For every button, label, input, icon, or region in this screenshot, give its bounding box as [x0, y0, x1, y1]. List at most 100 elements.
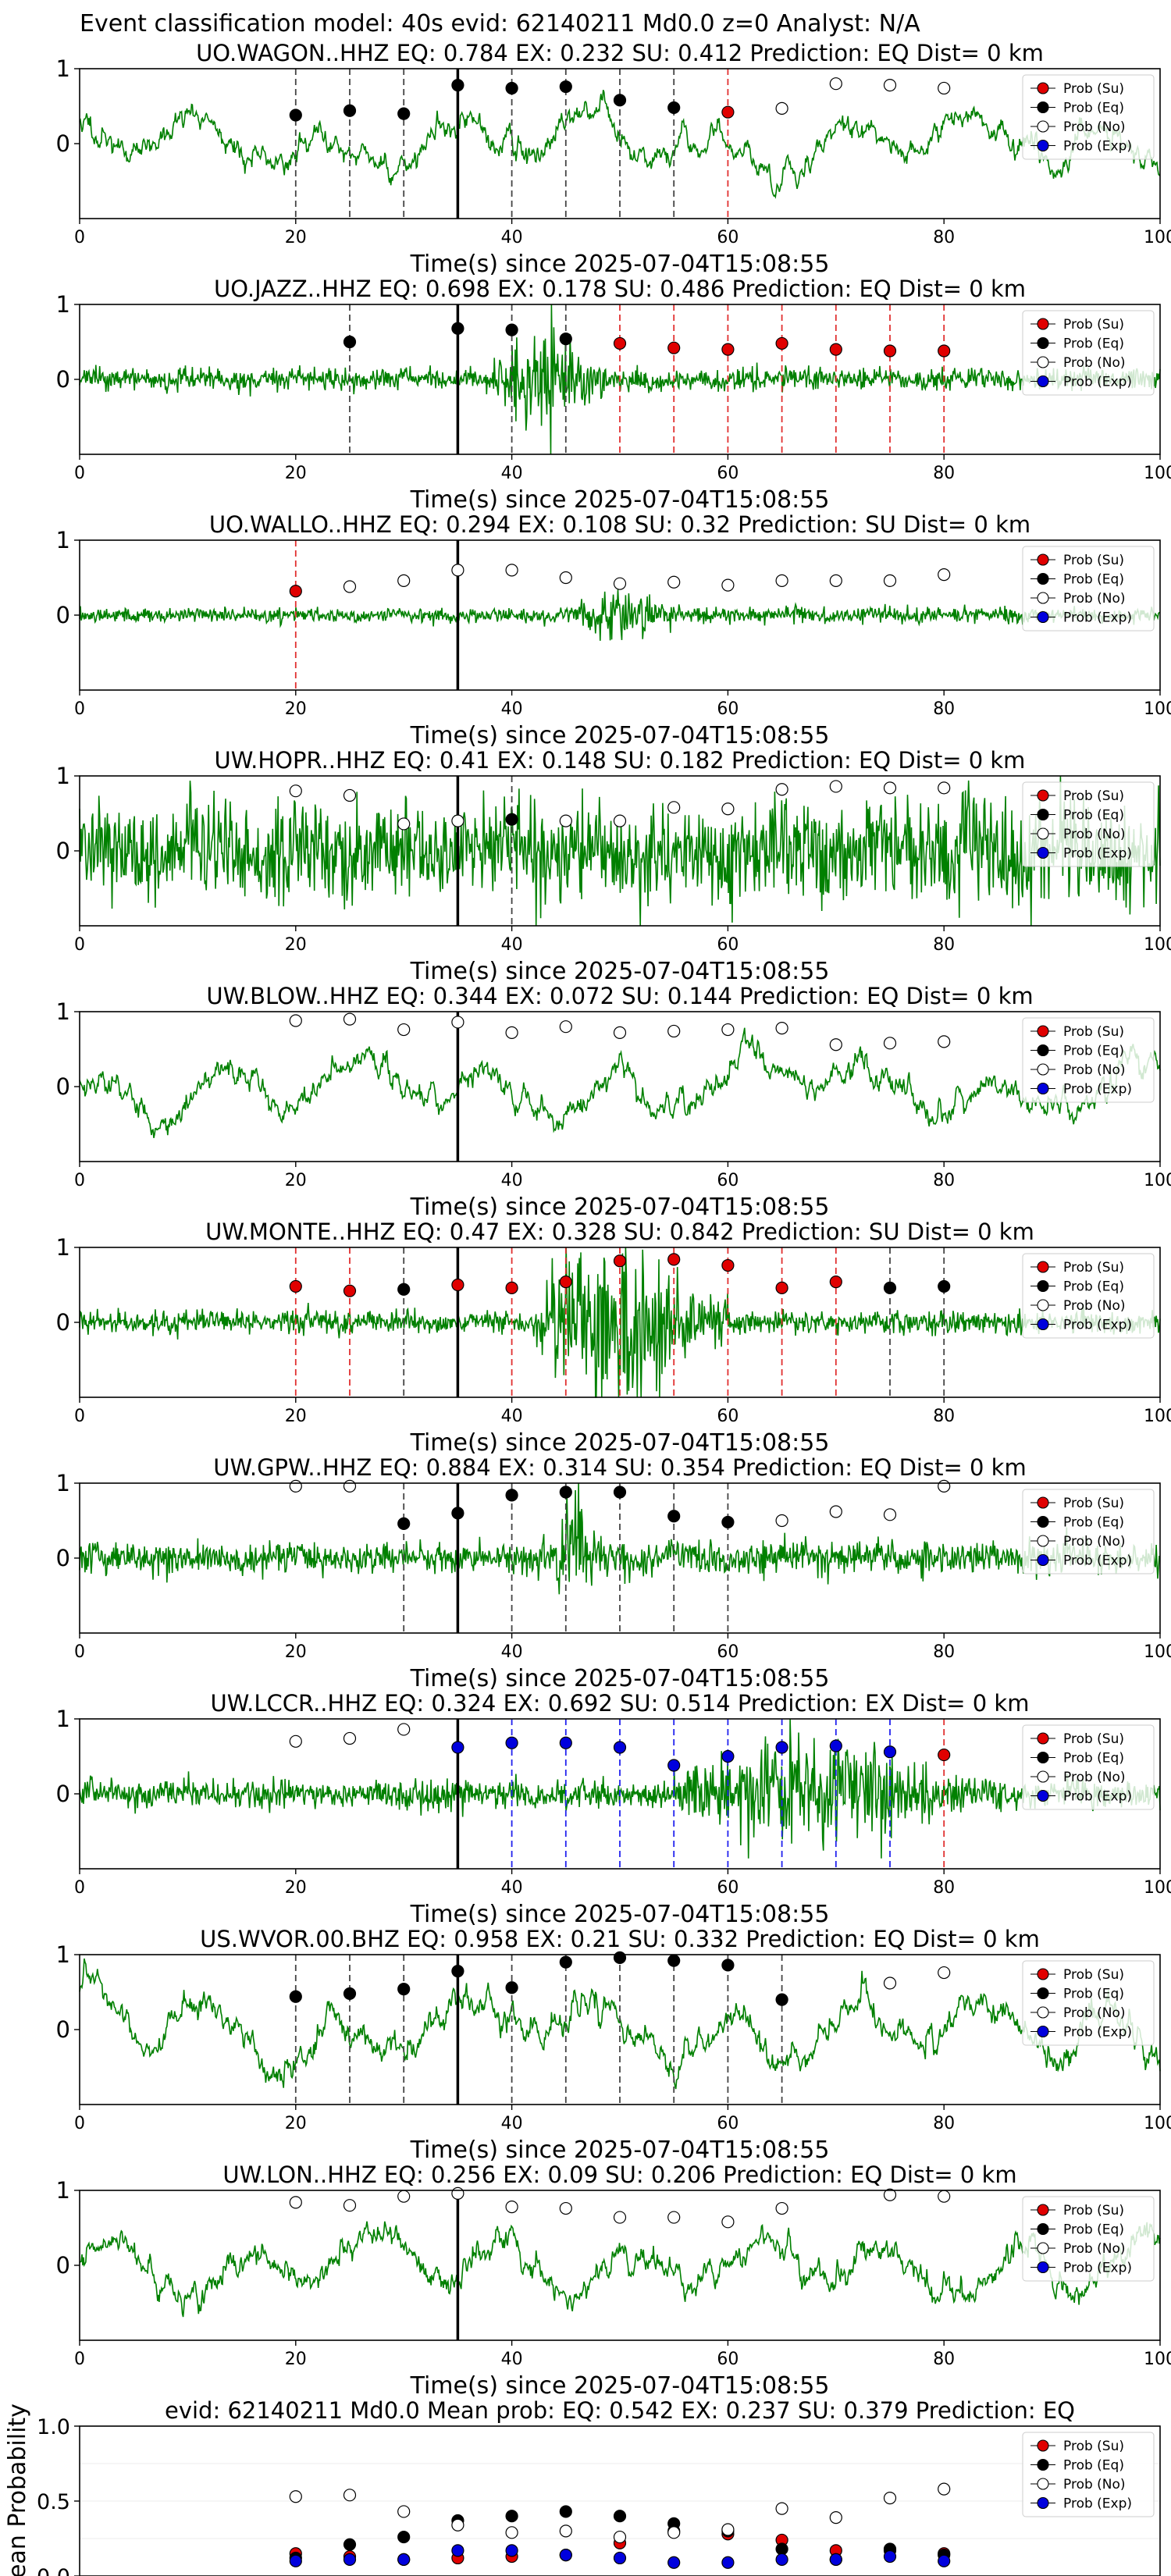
- legend-marker-su: [1037, 553, 1049, 566]
- prob-point-no: [451, 564, 464, 577]
- prob-point-no: [938, 568, 951, 582]
- prob-point-su: [613, 1254, 627, 1268]
- prob-point-eq: [451, 1507, 464, 1520]
- prob-point-eq: [343, 2538, 357, 2551]
- legend-label: Prob (No): [1063, 827, 1126, 842]
- x-tick-label: 80: [933, 1878, 955, 1898]
- prob-point-exp: [721, 2556, 735, 2569]
- y-tick-label: 0: [56, 130, 70, 157]
- x-tick-label: 60: [717, 1878, 739, 1898]
- prob-point-eq: [559, 333, 572, 346]
- y-tick-label: 1: [56, 527, 70, 553]
- legend-label: Prob (Exp): [1063, 375, 1132, 390]
- panel-4: UW.HOPR..HHZ EQ: 0.41 EX: 0.148 SU: 0.18…: [56, 747, 1171, 985]
- prob-point-eq: [505, 1981, 518, 1994]
- x-tick-label: 60: [717, 464, 739, 483]
- prob-point-no: [938, 1966, 951, 1980]
- legend-marker-eq: [1037, 336, 1049, 350]
- prob-point-no: [775, 2201, 788, 2215]
- legend: Prob (Su) Prob (Eq) Prob (No) Prob (Exp): [1022, 1489, 1155, 1574]
- legend-marker-no: [1037, 1535, 1049, 1547]
- legend-label: Prob (No): [1063, 591, 1126, 607]
- prob-point-no: [775, 783, 788, 796]
- prob-point-no: [397, 817, 411, 831]
- x-tick-label: 20: [285, 1642, 307, 1662]
- panel-5: UW.BLOW..HHZ EQ: 0.344 EX: 0.072 SU: 0.1…: [56, 983, 1171, 1221]
- prob-point-su: [829, 1276, 842, 1289]
- legend-label: Prob (No): [1063, 2005, 1126, 2021]
- x-tick-label: 100: [1144, 228, 1171, 247]
- prob-point-no: [289, 1014, 302, 1027]
- prob-point-no: [289, 2490, 302, 2503]
- legend: Prob (Su) Prob (Eq) Prob (No) Prob (Exp): [1022, 2196, 1155, 2282]
- legend-label: Prob (Su): [1063, 553, 1124, 568]
- legend-label: Prob (Exp): [1063, 1082, 1132, 1098]
- prob-point-su: [938, 344, 951, 358]
- legend-marker-eq: [1037, 1751, 1049, 1764]
- x-tick-label: 100: [1144, 699, 1171, 719]
- x-tick-label: 80: [933, 1642, 955, 1662]
- prob-point-eq: [613, 94, 627, 107]
- prob-point-exp: [505, 2544, 518, 2557]
- prob-point-no: [505, 564, 518, 577]
- legend-label: Prob (Su): [1063, 81, 1124, 97]
- prob-point-exp: [721, 1749, 735, 1763]
- y-tick-label: 1: [56, 763, 70, 789]
- legend-label: Prob (Eq): [1063, 1515, 1124, 1531]
- panel-11: evid: 62140211 Md0.0 Mean prob: EQ: 0.54…: [4, 2397, 1161, 2576]
- prob-point-su: [289, 585, 302, 598]
- legend-marker-exp: [1037, 2025, 1049, 2038]
- x-tick-label: 100: [1144, 1407, 1171, 1426]
- legend-label: Prob (No): [1063, 1298, 1126, 1314]
- panel-title: UW.BLOW..HHZ EQ: 0.344 EX: 0.072 SU: 0.1…: [206, 983, 1033, 1009]
- legend-label: Prob (Exp): [1063, 610, 1132, 626]
- prob-point-eq: [613, 1485, 627, 1499]
- y-tick-label: 1: [56, 291, 70, 318]
- legend-label: Prob (Su): [1063, 317, 1124, 333]
- prob-point-no: [667, 2211, 681, 2224]
- waveform-trace: [79, 775, 1161, 927]
- legend-box: [1022, 1017, 1155, 1103]
- prob-point-exp: [938, 2554, 951, 2567]
- prob-point-no: [397, 1723, 411, 1736]
- prob-point-no: [721, 2215, 735, 2229]
- panel-2: UO.JAZZ..HHZ EQ: 0.698 EX: 0.178 SU: 0.4…: [56, 276, 1171, 514]
- prob-point-su: [829, 343, 842, 356]
- figure-suptitle: Event classification model: 40s evid: 62…: [80, 10, 920, 37]
- x-tick-label: 100: [1144, 2350, 1171, 2369]
- x-axis-label: Time(s) since 2025-07-04T15:08:55: [410, 1429, 830, 1457]
- prob-point-eq: [343, 104, 357, 117]
- legend-marker-eq: [1037, 1044, 1049, 1057]
- prob-point-no: [505, 2526, 518, 2539]
- legend-label: Prob (Eq): [1063, 336, 1124, 352]
- legend-marker-su: [1037, 1968, 1049, 1980]
- y-tick-label: 0: [56, 1073, 70, 1100]
- x-tick-label: 0: [74, 2350, 85, 2369]
- legend-label: Prob (Su): [1063, 1260, 1124, 1276]
- prob-point-no: [938, 1479, 951, 1493]
- prob-point-no: [505, 1026, 518, 1039]
- y-tick-label: 1: [56, 1706, 70, 1732]
- x-tick-label: 20: [285, 2350, 307, 2369]
- prob-point-eq: [397, 107, 411, 120]
- prob-point-no: [829, 780, 842, 793]
- legend-label: Prob (Su): [1063, 2203, 1124, 2218]
- legend-marker-exp: [1037, 2496, 1049, 2510]
- prob-point-exp: [667, 2556, 681, 2569]
- x-tick-label: 60: [717, 1642, 739, 1662]
- prob-point-exp: [829, 2553, 842, 2566]
- x-axis-label: Time(s) since 2025-07-04T15:08:55: [410, 2137, 830, 2164]
- x-axis-label: Time(s) since 2025-07-04T15:08:55: [410, 958, 830, 985]
- legend-marker-exp: [1037, 1082, 1049, 1095]
- prob-point-no: [559, 814, 572, 827]
- prob-point-no: [343, 1012, 357, 1026]
- x-tick-label: 80: [933, 464, 955, 483]
- prob-point-no: [829, 2511, 842, 2524]
- prob-point-no: [289, 1735, 302, 1748]
- legend: Prob (Su) Prob (Eq) Prob (No) Prob (Exp): [1022, 74, 1155, 160]
- legend-marker-eq: [1037, 1987, 1049, 2000]
- x-tick-label: 80: [933, 699, 955, 719]
- prob-point-exp: [883, 1745, 897, 1759]
- prob-point-no: [397, 2190, 411, 2203]
- legend-marker-exp: [1037, 846, 1049, 859]
